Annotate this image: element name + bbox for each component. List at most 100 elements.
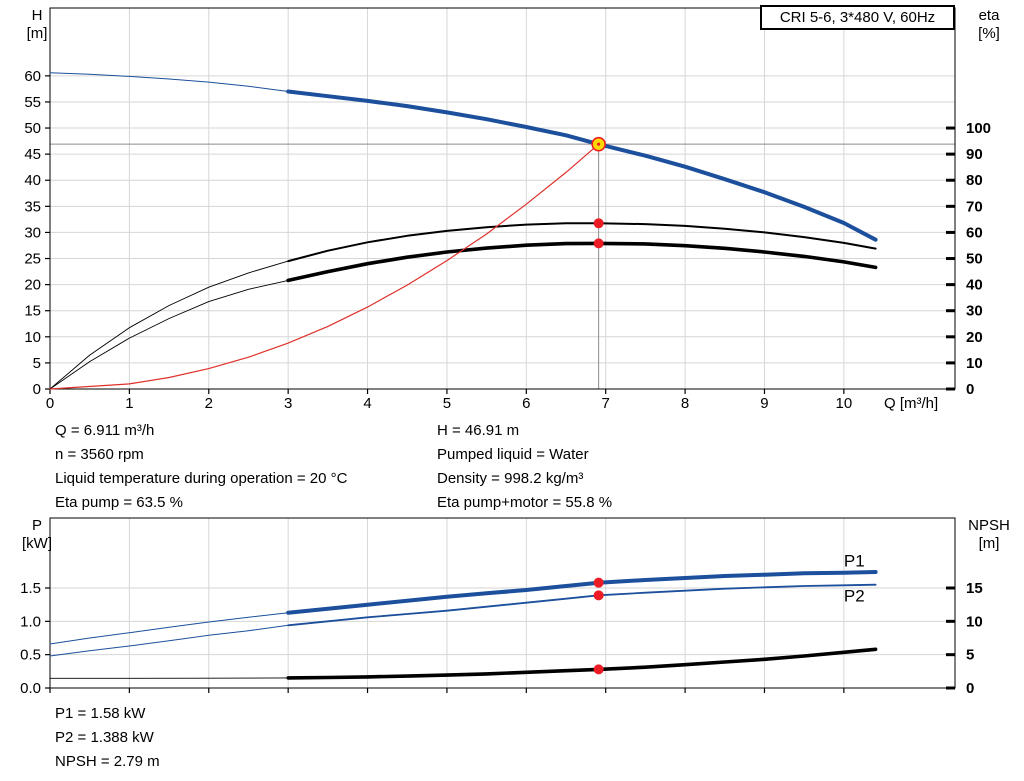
svg-text:5: 5	[966, 647, 974, 664]
svg-text:45: 45	[24, 146, 41, 163]
gridlines	[50, 8, 955, 389]
svg-text:20: 20	[24, 277, 41, 294]
svg-text:[%]: [%]	[978, 25, 1000, 42]
curve-point-marker	[593, 218, 604, 229]
annotation-eta-pump: Eta pump = 63.5 %	[55, 494, 183, 511]
svg-text:1.5: 1.5	[20, 580, 41, 597]
svg-text:2: 2	[205, 395, 213, 412]
pump-title-text: CRI 5-6, 3*480 V, 60Hz	[779, 9, 936, 26]
pump-title-box: CRI 5-6, 3*480 V, 60Hz	[760, 5, 955, 30]
annotation-flow: Q = 6.911 m³/h	[55, 422, 155, 439]
svg-text:8: 8	[681, 395, 689, 412]
svg-text:10: 10	[966, 613, 983, 630]
svg-text:0: 0	[966, 680, 974, 697]
curve-point-marker	[593, 577, 604, 588]
annotation-liquid-temperature: Liquid temperature during operation = 20…	[55, 470, 348, 487]
svg-text:10: 10	[966, 355, 983, 372]
axes: 0.0 0.5 1.0 1.5 0 5 10 15 P[kW] NPSH[m]	[20, 517, 1010, 697]
markers	[593, 577, 604, 675]
svg-text:0.5: 0.5	[20, 647, 41, 664]
svg-text:3: 3	[284, 395, 292, 412]
duty-point-crosshair	[50, 143, 955, 389]
svg-text:H: H	[32, 7, 43, 24]
curve-label-p1: P1	[844, 552, 865, 571]
chart-head-efficiency-chart: 0 1 2 3 4 5 6 7 8 9 100510152025303540455055600102…	[24, 7, 1000, 412]
svg-text:4: 4	[363, 395, 371, 412]
svg-text:0: 0	[46, 395, 54, 412]
svg-text:70: 70	[966, 198, 983, 215]
svg-text:25: 25	[24, 251, 41, 268]
svg-text:80: 80	[966, 172, 983, 189]
p1-curve	[286, 570, 878, 615]
svg-text:eta: eta	[979, 7, 1001, 24]
svg-text:35: 35	[24, 198, 41, 215]
annotation-p1: P1 = 1.58 kW	[55, 705, 146, 722]
svg-text:50: 50	[24, 120, 41, 137]
eta-pump-curve	[287, 222, 877, 263]
plot-frame	[49, 517, 956, 689]
npsh-curve	[286, 647, 878, 680]
gridlines	[50, 518, 955, 688]
svg-text:1.0: 1.0	[20, 613, 41, 630]
svg-text:30: 30	[24, 224, 41, 241]
svg-text:6: 6	[522, 395, 530, 412]
duty-point-center-dot	[597, 142, 601, 146]
svg-text:30: 30	[966, 303, 983, 320]
annotation-density: Density = 998.2 kg/m³	[437, 470, 584, 487]
svg-text:20: 20	[966, 329, 983, 346]
svg-text:[m]: [m]	[979, 535, 1000, 552]
svg-text:NPSH: NPSH	[968, 517, 1010, 534]
curve-point-marker	[593, 590, 604, 601]
svg-text:P: P	[32, 517, 42, 534]
series	[49, 570, 878, 680]
svg-text:Q [m³/h]: Q [m³/h]	[884, 395, 938, 412]
svg-text:[kW]: [kW]	[22, 535, 52, 552]
svg-text:60: 60	[966, 224, 983, 241]
chart-power-npsh-chart: 0.0 0.5 1.0 1.5 0 5 10 15 P[kW] NPSH[m] P1 P2	[20, 517, 1010, 697]
qh-curve	[286, 89, 878, 242]
svg-text:10: 10	[24, 329, 41, 346]
svg-text:40: 40	[966, 277, 983, 294]
axes: 0 1 2 3 4 5 6 7 8 9 100510152025303540455055600102…	[24, 7, 1000, 412]
eta-pump-motor-curve	[49, 279, 289, 390]
eta-pump-motor-curve	[286, 241, 878, 283]
annotation-p2: P2 = 1.388 kW	[55, 729, 154, 746]
annotation-speed: n = 3560 rpm	[55, 446, 144, 463]
p2-curve	[49, 624, 289, 657]
curve-label-p2: P2	[844, 586, 865, 605]
annotation-block-power: P1 = 1.58 kW P2 = 1.388 kW NPSH = 2.79 m	[55, 702, 160, 774]
svg-text:[m]: [m]	[27, 25, 48, 42]
curve-point-marker	[593, 238, 604, 249]
annotation-npsh: NPSH = 2.79 m	[55, 753, 160, 770]
svg-text:40: 40	[24, 172, 41, 189]
series	[49, 72, 878, 390]
svg-text:0: 0	[966, 381, 974, 398]
markers	[591, 136, 606, 249]
svg-text:10: 10	[836, 395, 853, 412]
system-curve	[49, 143, 600, 390]
svg-text:50: 50	[966, 251, 983, 268]
plot-frame	[49, 7, 956, 390]
p1-curve	[49, 612, 289, 645]
qh-curve	[49, 72, 289, 92]
svg-text:1: 1	[125, 395, 133, 412]
svg-text:5: 5	[33, 355, 41, 372]
p2-curve	[287, 583, 877, 627]
annotation-eta-pump-motor: Eta pump+motor = 55.8 %	[437, 494, 613, 511]
annotation-pumped-liquid: Pumped liquid = Water	[437, 446, 589, 463]
svg-text:0.0: 0.0	[20, 680, 41, 697]
svg-text:90: 90	[966, 146, 983, 163]
svg-text:15: 15	[966, 580, 983, 597]
svg-text:7: 7	[602, 395, 610, 412]
annotation-block-head: H = 46.91 m Pumped liquid = Water Densit…	[437, 419, 612, 515]
eta-pump-curve	[49, 260, 289, 390]
svg-text:5: 5	[443, 395, 451, 412]
svg-text:55: 55	[24, 94, 41, 111]
svg-text:0: 0	[33, 381, 41, 398]
annotation-head: H = 46.91 m	[437, 422, 520, 439]
svg-text:15: 15	[24, 303, 41, 320]
annotation-block-flow: Q = 6.911 m³/h n = 3560 rpm Liquid tempe…	[55, 419, 347, 515]
curve-point-marker	[593, 664, 604, 675]
